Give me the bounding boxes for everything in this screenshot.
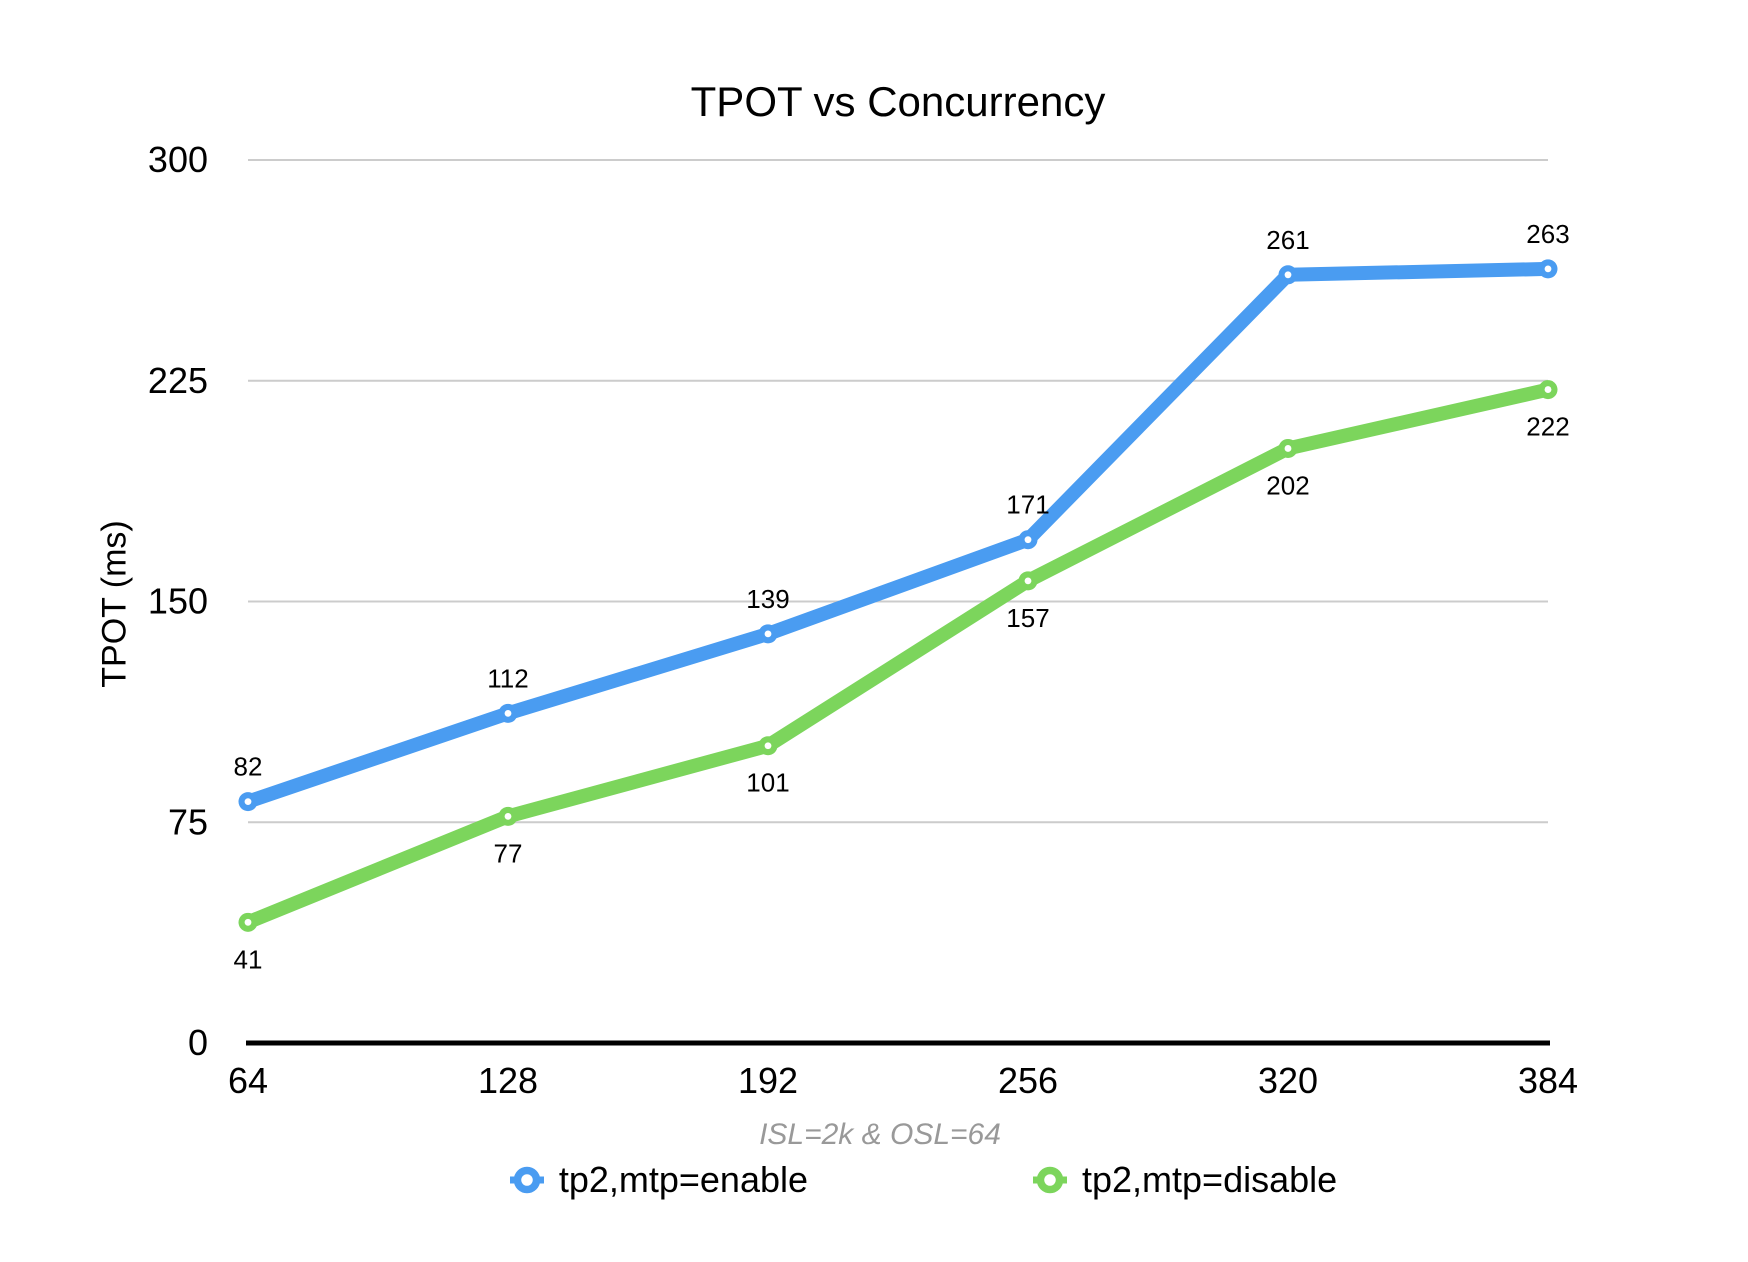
data-label: 77 — [494, 838, 523, 868]
legend-label: tp2,mtp=enable — [558, 1159, 808, 1200]
data-point-hole — [1544, 265, 1552, 273]
x-tick-label-64: 64 — [228, 1060, 268, 1101]
y-tick-label-225: 225 — [148, 360, 208, 401]
data-point-hole — [244, 918, 252, 926]
data-point-hole — [1284, 445, 1292, 452]
data-label: 202 — [1266, 470, 1309, 500]
data-label: 222 — [1526, 412, 1569, 442]
x-tick-label-192: 192 — [738, 1060, 798, 1101]
data-label: 261 — [1266, 225, 1309, 255]
data-point-hole — [1544, 386, 1552, 393]
legend-item: tp2,mtp=disable — [1032, 1159, 1337, 1201]
legend: tp2,mtp=enable tp2,mtp=disable — [273, 1156, 1573, 1204]
y-tick-label-300: 300 — [148, 139, 208, 180]
data-point-hole — [1024, 536, 1032, 544]
legend-marker-icon — [1033, 1166, 1067, 1194]
data-point-hole — [764, 742, 772, 750]
legend-label: tp2,mtp=disable — [1082, 1159, 1338, 1200]
y-tick-label-150: 150 — [148, 581, 208, 622]
series-line-1 — [241, 382, 1555, 930]
data-label: 263 — [1526, 219, 1569, 249]
data-point-hole — [764, 630, 772, 638]
x-tick-label-384: 384 — [1518, 1060, 1578, 1101]
data-label: 112 — [487, 663, 528, 693]
data-label: 171 — [1006, 490, 1049, 520]
data-point-hole — [504, 812, 512, 820]
data-label: 101 — [746, 768, 789, 798]
data-label: 157 — [1006, 603, 1049, 633]
y-tick-label-0: 0 — [188, 1022, 208, 1063]
legend-marker-icon — [509, 1166, 544, 1194]
data-point-hole — [1024, 577, 1032, 585]
data-label: 139 — [746, 584, 789, 614]
data-label: 82 — [234, 752, 263, 782]
x-tick-label-128: 128 — [478, 1060, 538, 1101]
axis-note: ISL=2k & OSL=64 — [759, 1118, 1001, 1151]
x-tick-label-256: 256 — [998, 1060, 1058, 1101]
chart-title: TPOT vs Concurrency — [690, 78, 1106, 125]
data-label: 41 — [234, 944, 263, 974]
series-line-0 — [241, 261, 1555, 809]
x-tick-label-320: 320 — [1258, 1060, 1318, 1101]
data-point-hole — [504, 709, 512, 717]
data-point-hole — [244, 798, 252, 806]
legend-item: tp2,mtp=enable — [509, 1159, 808, 1201]
data-point-hole — [1284, 271, 1292, 279]
y-tick-label-75: 75 — [168, 801, 208, 842]
